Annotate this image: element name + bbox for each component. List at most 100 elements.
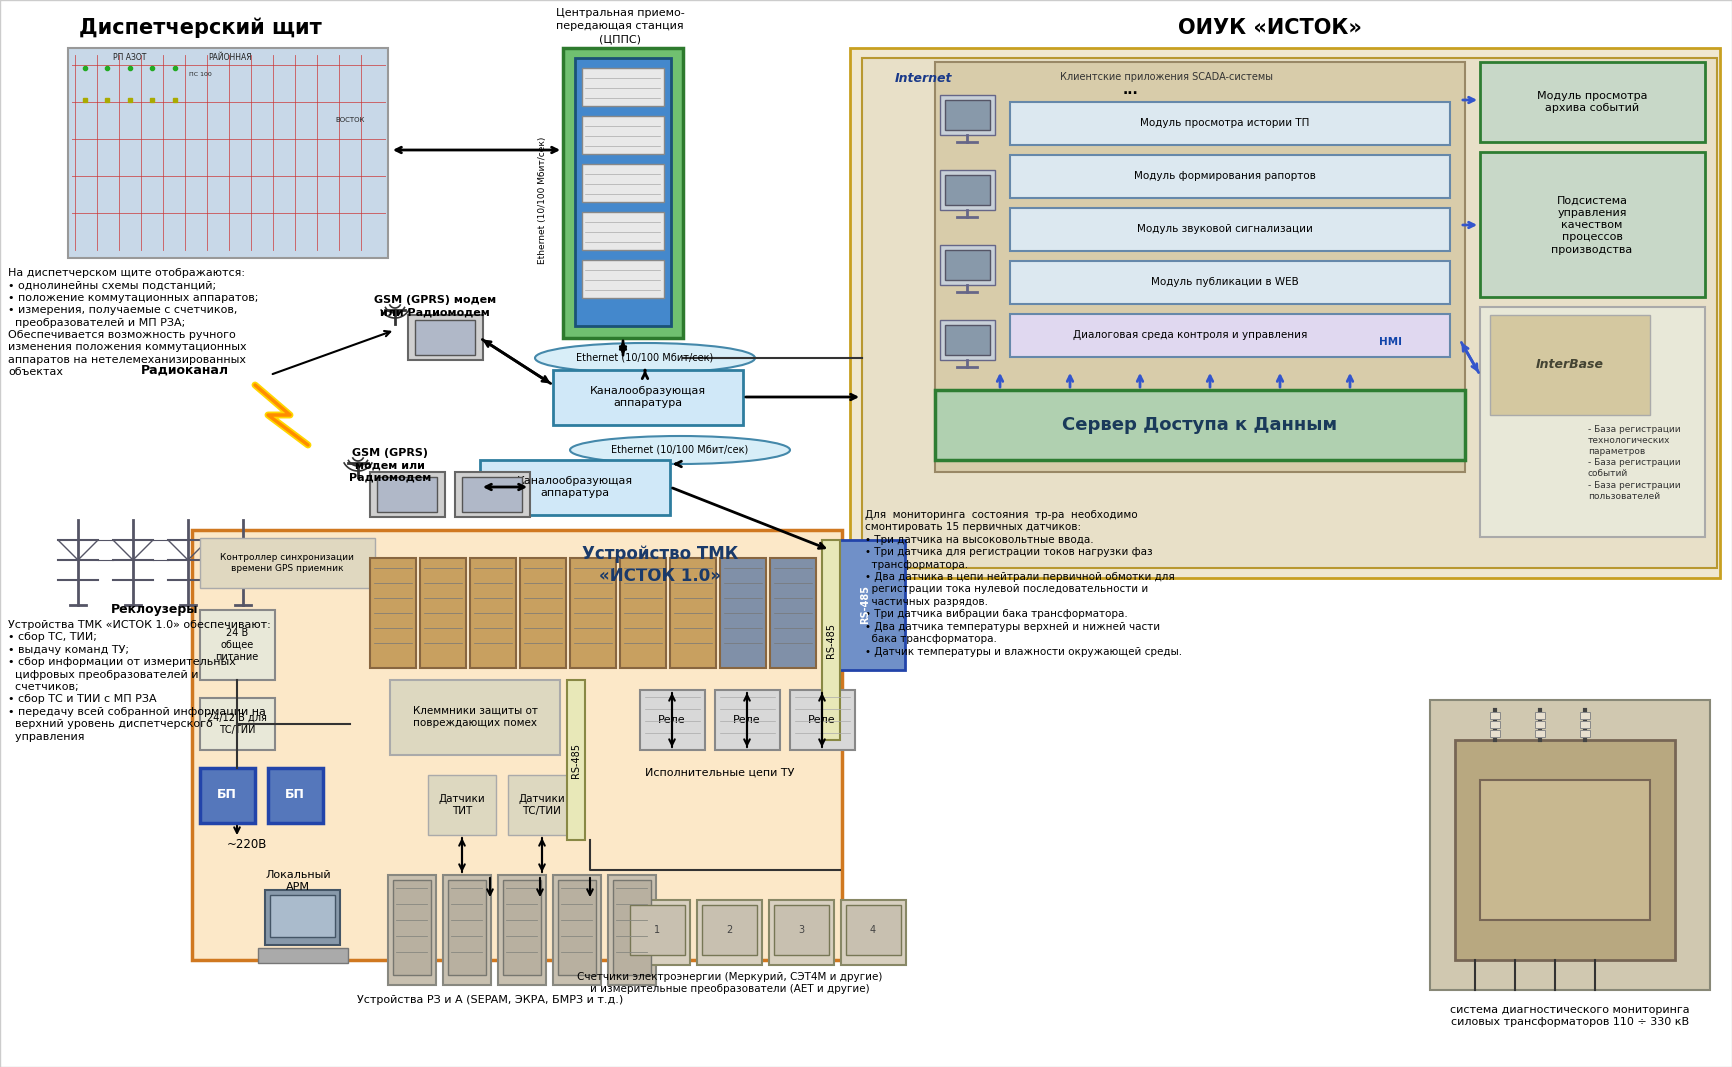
Text: Ethernet (10/100 Мбит/сек): Ethernet (10/100 Мбит/сек) [539,137,547,264]
Text: Сервер Доступа к Данным: Сервер Доступа к Данным [1062,416,1337,434]
Text: Модуль просмотра истории ТП: Модуль просмотра истории ТП [1140,118,1309,128]
Text: Подсистема
управления
качеством
процессов
производства: Подсистема управления качеством процессо… [1552,195,1633,255]
Bar [582,116,663,154]
Text: Датчики
ТИТ: Датчики ТИТ [438,794,485,816]
Bar [715,690,779,750]
Bar [1010,102,1450,145]
Text: ПС 100: ПС 100 [189,73,211,78]
Bar [566,680,585,840]
Text: RS-485: RS-485 [572,743,580,778]
Bar [409,315,483,360]
Bar [388,875,436,985]
Text: Клиентские приложения SCADA-системы: Клиентские приложения SCADA-системы [1060,71,1273,82]
Bar [769,899,835,965]
Text: На диспетчерском щите отображаются:
• однолинейны схемы подстанций;
• положение : На диспетчерском щите отображаются: • од… [9,268,258,378]
Bar [419,558,466,668]
Bar [1481,152,1704,297]
Bar [199,698,275,750]
Bar [1490,730,1500,737]
Bar [270,895,334,937]
Bar [1535,712,1545,719]
Bar [68,48,388,258]
Text: 24 В
общее
питание: 24 В общее питание [215,627,258,663]
Bar [1010,314,1450,357]
Bar [553,875,601,985]
Bar [850,48,1720,578]
Bar [1010,208,1450,251]
Text: Каналообразующая
аппаратура: Каналообразующая аппаратура [516,476,634,498]
Bar [480,460,670,515]
Bar [199,610,275,680]
Bar [520,558,566,668]
Text: Устройство ТМК
«ИСТОК 1.0»: Устройство ТМК «ИСТОК 1.0» [582,545,738,585]
Text: Модуль звуковой сигнализации: Модуль звуковой сигнализации [1138,224,1313,234]
Bar [1481,62,1704,142]
Text: ОИУК «ИСТОК»: ОИУК «ИСТОК» [1178,18,1361,38]
Text: HMI: HMI [1379,337,1401,347]
Bar [842,899,906,965]
Bar [1431,700,1709,990]
Bar [940,170,994,210]
Text: Для  мониторинга  состояния  тр-ра  необходимо
смонтировать 15 первичных датчико: Для мониторинга состояния тр-ра необходи… [864,510,1183,656]
Bar [199,538,376,588]
Bar [258,947,348,964]
Bar [1580,712,1590,719]
Text: ~220В: ~220В [227,838,267,851]
Bar [1535,721,1545,728]
Text: Радиоканал: Радиоканал [140,364,229,377]
Bar [456,472,530,517]
Bar [1580,730,1590,737]
Text: Модуль просмотра
архива событий: Модуль просмотра архива событий [1536,91,1647,113]
Bar [946,100,991,130]
Bar [1010,261,1450,304]
Bar [443,875,490,985]
Bar [1490,315,1651,415]
Text: РАЙОННАЯ: РАЙОННАЯ [208,53,251,63]
Bar [1490,721,1500,728]
Text: Датчики
ТС/ТИИ: Датчики ТС/ТИИ [518,794,565,816]
Bar [824,540,906,670]
Bar [502,880,540,975]
Text: Счетчики электроэнергии (Меркурий, СЭТ4М и другие)
и измерительные преобразовате: Счетчики электроэнергии (Меркурий, СЭТ4М… [577,972,883,994]
Bar [940,320,994,360]
Text: RS-485: RS-485 [861,586,869,624]
Bar [1455,740,1675,960]
Bar [378,477,436,512]
Bar [199,768,255,823]
Bar [582,260,663,298]
Bar [582,212,663,250]
Text: Модуль формирования рапортов: Модуль формирования рапортов [1134,171,1316,181]
Text: Реле: Реле [809,715,837,724]
Bar [1490,712,1500,719]
Text: передающая станция: передающая станция [556,21,684,31]
Text: Контроллер синхронизации
времени GPS приемник: Контроллер синхронизации времени GPS при… [220,553,353,573]
Bar [563,48,682,338]
Text: ВОСТОК: ВОСТОК [336,117,365,123]
Bar [946,325,991,355]
Text: 1: 1 [655,925,660,935]
Bar [863,58,1716,568]
Text: - База регистрации
технологических
параметров
- База регистрации
событий
- База : - База регистрации технологических парам… [1588,425,1680,500]
Bar [946,250,991,280]
Bar [1010,155,1450,198]
Bar [935,391,1465,460]
Text: Устройства РЗ и А (SEPAM, ЭКРА, БМРЗ и т.д.): Устройства РЗ и А (SEPAM, ЭКРА, БМРЗ и т… [357,996,624,1005]
Bar [613,880,651,975]
Text: (ЦППС): (ЦППС) [599,34,641,44]
Bar [641,690,705,750]
Text: 24/12 В для
ТС/ТИИ: 24/12 В для ТС/ТИИ [208,713,267,735]
Text: Ethernet (10/100 Мбит/сек): Ethernet (10/100 Мбит/сек) [611,445,748,455]
Bar [670,558,715,668]
Bar [946,175,991,205]
Bar [625,899,689,965]
Text: Центральная приемо-: Центральная приемо- [556,7,684,18]
Bar [823,540,840,740]
Bar [790,690,856,750]
Text: Клеммники защиты от
повреждающих помех: Клеммники защиты от повреждающих помех [412,705,537,728]
Text: РП АЗОТ: РП АЗОТ [113,53,147,63]
Bar [268,768,322,823]
Bar [1481,307,1704,537]
Bar [192,530,842,960]
Ellipse shape [535,343,755,373]
Bar [721,558,766,668]
